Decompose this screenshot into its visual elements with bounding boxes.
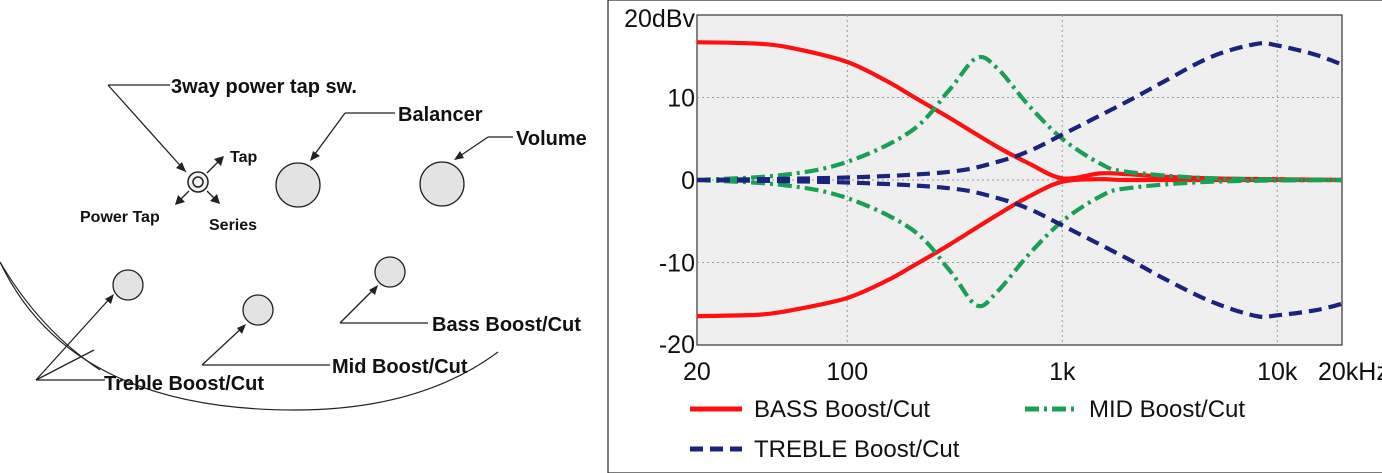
mid-knob[interactable] xyxy=(242,294,274,326)
x-tick-label: 1k xyxy=(1049,358,1076,386)
label-bass: Bass Boost/Cut xyxy=(432,314,581,336)
body-curve xyxy=(0,261,499,411)
arrowhead xyxy=(369,285,378,295)
body-curve-left xyxy=(0,261,101,371)
treble-knob[interactable] xyxy=(112,269,144,301)
y-tick-label: 0 xyxy=(681,167,695,195)
volume-knob[interactable] xyxy=(419,161,465,207)
arrowhead xyxy=(237,324,246,334)
legend-label: TREBLE Boost/Cut xyxy=(754,436,960,463)
x-tick-label: 20kHz xyxy=(1318,358,1382,386)
label-tap: Tap xyxy=(230,149,257,166)
arrowhead xyxy=(105,294,114,304)
label-treble: Treble Boost/Cut xyxy=(104,373,264,395)
leader-line xyxy=(456,136,489,159)
x-tick-label: 10k xyxy=(1257,358,1298,386)
arrowhead xyxy=(310,151,320,161)
leader-line xyxy=(35,295,113,381)
y-tick-label: -10 xyxy=(659,250,695,278)
label-series: Series xyxy=(209,217,257,234)
arrowhead xyxy=(175,195,185,205)
arrowhead xyxy=(176,162,186,172)
balancer-knob[interactable] xyxy=(275,162,321,208)
series-line-treble-boost xyxy=(696,41,1343,183)
label-volume: Volume xyxy=(516,128,587,150)
bass-knob[interactable] xyxy=(374,256,406,288)
leader-line xyxy=(339,286,377,324)
label-power-tap: Power Tap xyxy=(80,209,160,226)
leader-line xyxy=(201,325,245,366)
y-tick-label: 20dBv xyxy=(624,5,695,33)
legend: BASS Boost/Cut MID Boost/Cut TREBLE Boost/… xyxy=(690,396,1245,463)
label-power-tap-switch: 3way power tap sw. xyxy=(171,76,357,98)
label-balancer: Balancer xyxy=(398,104,483,126)
y-tick-label: -20 xyxy=(659,331,695,359)
series-line-bass-cut xyxy=(696,177,1342,319)
arrowhead xyxy=(454,151,464,160)
leader-line xyxy=(35,349,95,381)
legend-label: MID Boost/Cut xyxy=(1089,396,1245,423)
power-tap-switch[interactable] xyxy=(187,171,209,193)
label-mid: Mid Boost/Cut xyxy=(332,356,468,378)
series-line-treble-cut xyxy=(696,177,1343,320)
y-tick-label: 10 xyxy=(667,85,695,113)
x-tick-label: 20 xyxy=(683,358,711,386)
leader-line xyxy=(311,112,346,159)
control-layout-diagram: 3way power tap sw. Balancer Volume Tap P… xyxy=(0,76,587,411)
series-layer xyxy=(696,40,1343,320)
power-tap-switch-inner xyxy=(192,176,204,188)
x-tick-label: 100 xyxy=(826,358,868,386)
leader-line xyxy=(107,84,187,173)
arrowhead xyxy=(214,156,224,166)
arrowhead xyxy=(210,194,220,204)
legend-label: BASS Boost/Cut xyxy=(754,396,930,423)
series-line-mid-cut xyxy=(696,177,1343,309)
